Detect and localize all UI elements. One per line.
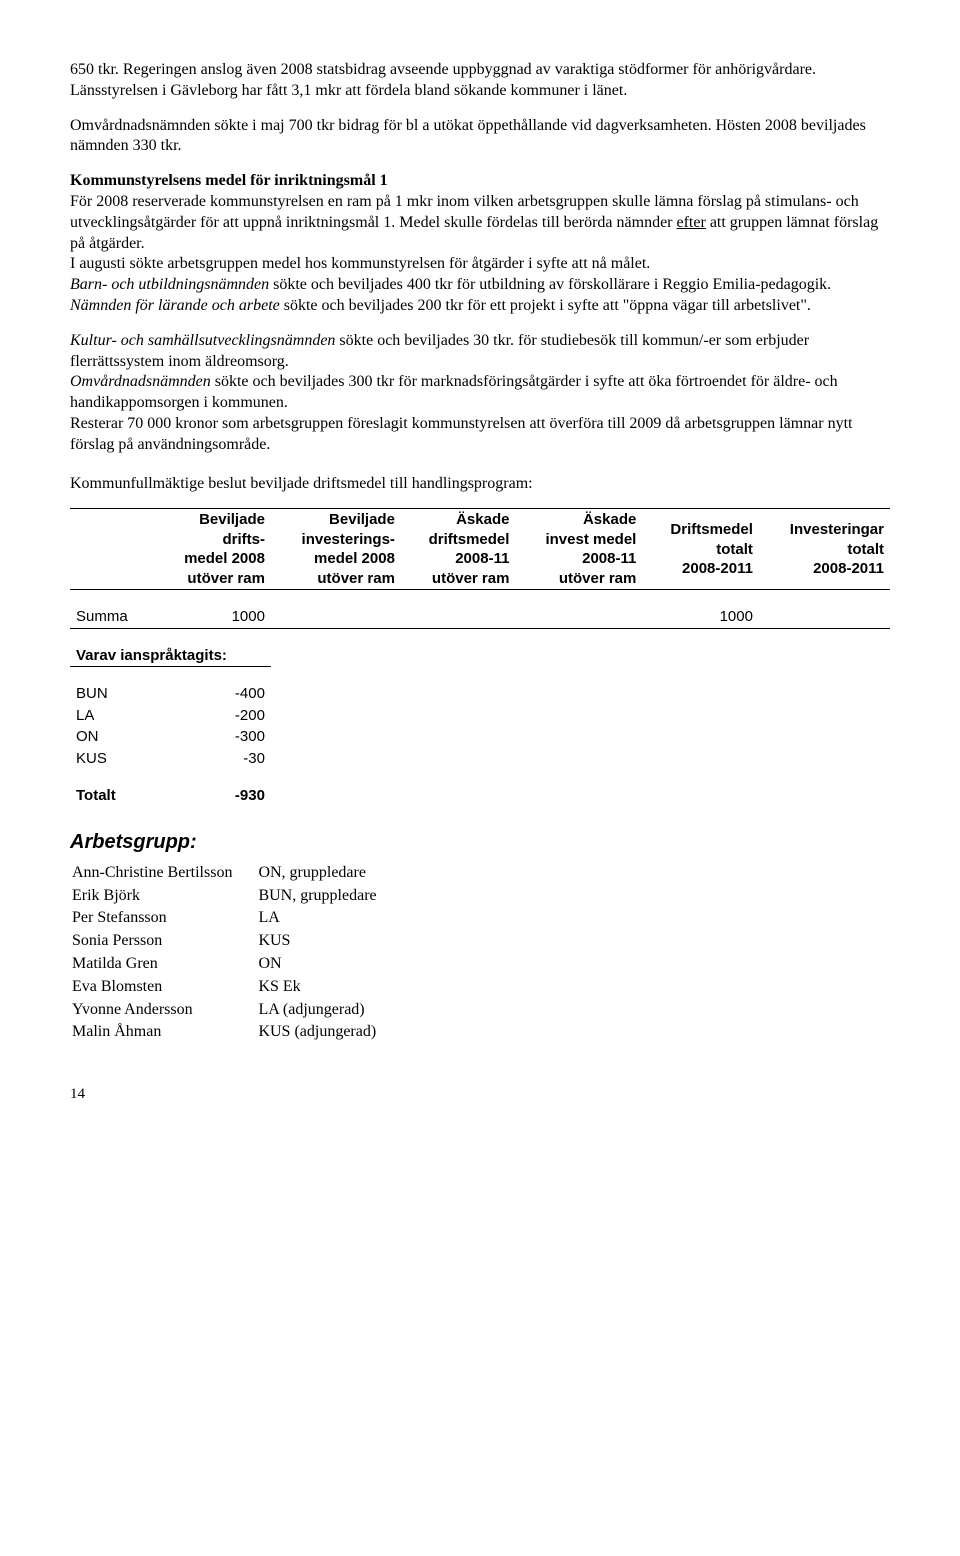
- member-row: Malin ÅhmanKUS (adjungerad): [72, 1022, 401, 1043]
- member-row: Sonia PerssonKUS: [72, 931, 401, 952]
- budget-table: Beviljade drifts- medel 2008 utöver ram …: [70, 508, 890, 807]
- text-7i: Kultur- och samhällsutvecklingsnämnden: [70, 332, 335, 349]
- text-9: Resterar 70 000 kronor som arbetsgruppen…: [70, 415, 852, 453]
- table-row-section: Varav ianspråktagits:: [70, 645, 890, 667]
- text-8i: Omvårdnadsnämnden: [70, 373, 211, 390]
- page-number: 14: [70, 1085, 890, 1105]
- table-row-summa: Summa 1000 1000: [70, 606, 890, 628]
- members-table: Ann-Christine BertilssonON, gruppledare …: [70, 861, 403, 1045]
- table-row-total: Totalt -930: [70, 785, 890, 807]
- table-row: KUS-30: [70, 748, 890, 770]
- text-6: sökte och beviljades 200 tkr för ett pro…: [280, 297, 811, 314]
- table-row: LA-200: [70, 705, 890, 727]
- paragraph-intro-1: 650 tkr. Regeringen anslog även 2008 sta…: [70, 60, 890, 102]
- paragraph-intro-2: Omvårdnadsnämnden sökte i maj 700 tkr bi…: [70, 116, 890, 158]
- table-row: ON-300: [70, 726, 890, 748]
- paragraph-block-1: Kommunstyrelsens medel för inriktningsmå…: [70, 171, 890, 317]
- member-row: Ann-Christine BertilssonON, gruppledare: [72, 863, 401, 884]
- member-row: Yvonne AnderssonLA (adjungerad): [72, 1000, 401, 1021]
- text-4: I augusti sökte arbetsgruppen medel hos …: [70, 255, 650, 272]
- heading-arbetsgrupp: Arbetsgrupp:: [70, 829, 890, 855]
- text-5i: Barn- och utbildningsnämnden: [70, 276, 269, 293]
- member-row: Erik BjörkBUN, gruppledare: [72, 886, 401, 907]
- member-row: Per StefanssonLA: [72, 908, 401, 929]
- member-row: Matilda GrenON: [72, 954, 401, 975]
- table-caption: Kommunfullmäktige beslut beviljade drift…: [70, 474, 890, 495]
- text-3u: efter: [677, 214, 706, 231]
- table-row: BUN-400: [70, 683, 890, 705]
- member-row: Eva BlomstenKS Ek: [72, 977, 401, 998]
- text-6i: Nämnden för lärande och arbete: [70, 297, 280, 314]
- paragraph-block-2: Kultur- och samhällsutvecklingsnämnden s…: [70, 331, 890, 456]
- heading-kommunstyrelsens: Kommunstyrelsens medel för inriktningsmå…: [70, 172, 388, 189]
- text-5: sökte och beviljades 400 tkr för utbildn…: [269, 276, 831, 293]
- table-header-row: Beviljade drifts- medel 2008 utöver ram …: [70, 509, 890, 590]
